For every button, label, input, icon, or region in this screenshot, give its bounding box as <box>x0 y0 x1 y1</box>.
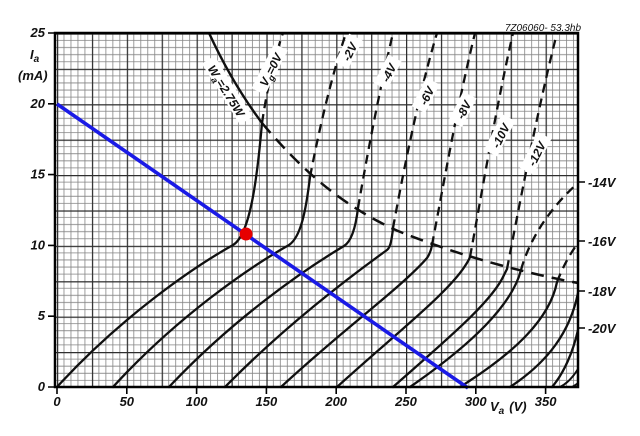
vg-14-label: -14V <box>588 175 617 190</box>
x-tick-100: 100 <box>186 394 208 409</box>
curve-vg-16-solid <box>458 280 559 389</box>
curve-vg-14-solid <box>408 268 523 389</box>
y-tick-20: 20 <box>30 96 46 111</box>
y-axis-tick-labels: 0 5 10 15 20 25 <box>30 25 46 394</box>
right-margin-labels: -14V -16V -18V -20V <box>588 175 617 336</box>
x-tick-250: 250 <box>394 394 417 409</box>
y-tick-25: 25 <box>30 25 46 40</box>
load-line <box>55 102 470 390</box>
x-tick-350: 350 <box>535 394 557 409</box>
power-limit-curve-solid <box>207 32 263 124</box>
x-axis-tick-labels: 0 50 100 150 200 250 300 350 <box>53 394 557 409</box>
curve-vg-14-dashed <box>519 182 579 271</box>
y-tick-5: 5 <box>38 308 46 323</box>
document-number: 7Z06060- 53.3hb <box>505 23 582 34</box>
curve-vg-18-solid <box>508 291 580 389</box>
curve-vg-10-solid <box>335 255 472 389</box>
power-limit-curve-dashed <box>261 122 579 285</box>
y-axis-title-symbol: Ia <box>30 47 40 65</box>
vg-18-label: -18V <box>588 284 617 299</box>
operating-point-dot <box>239 227 253 241</box>
y-tick-10: 10 <box>31 237 46 252</box>
y-tick-0: 0 <box>38 379 46 394</box>
curve-vg-6-solid <box>223 226 395 389</box>
graph-paper-grid <box>55 33 578 387</box>
curve-vg-8-solid <box>279 243 434 389</box>
x-tick-300: 300 <box>465 394 487 409</box>
vg-16-label: -16V <box>588 234 617 249</box>
x-tick-200: 200 <box>324 394 347 409</box>
x-tick-0: 0 <box>53 394 61 409</box>
curve-vg-2-dashed <box>308 32 348 178</box>
x-axis-title: Va (V) <box>490 399 527 417</box>
y-axis-title-unit: (mA) <box>18 68 48 83</box>
curve-vg-2-solid <box>111 175 312 389</box>
plot-border <box>53 31 580 389</box>
curve-vg-4-solid <box>167 206 360 389</box>
curve-vg-4-dashed <box>356 32 395 209</box>
curve-vg-20-solid <box>550 328 580 389</box>
y-tick-15: 15 <box>31 167 46 182</box>
curve-vg-0-solid <box>55 121 264 389</box>
tick-marks <box>48 32 585 394</box>
x-tick-150: 150 <box>256 394 278 409</box>
vg-20-label: -20V <box>588 321 617 336</box>
curve-vg-6-dashed <box>391 32 439 229</box>
curve-vg-8-dashed <box>430 32 477 246</box>
curve-vg-12-solid <box>391 267 509 389</box>
x-tick-50: 50 <box>120 394 135 409</box>
